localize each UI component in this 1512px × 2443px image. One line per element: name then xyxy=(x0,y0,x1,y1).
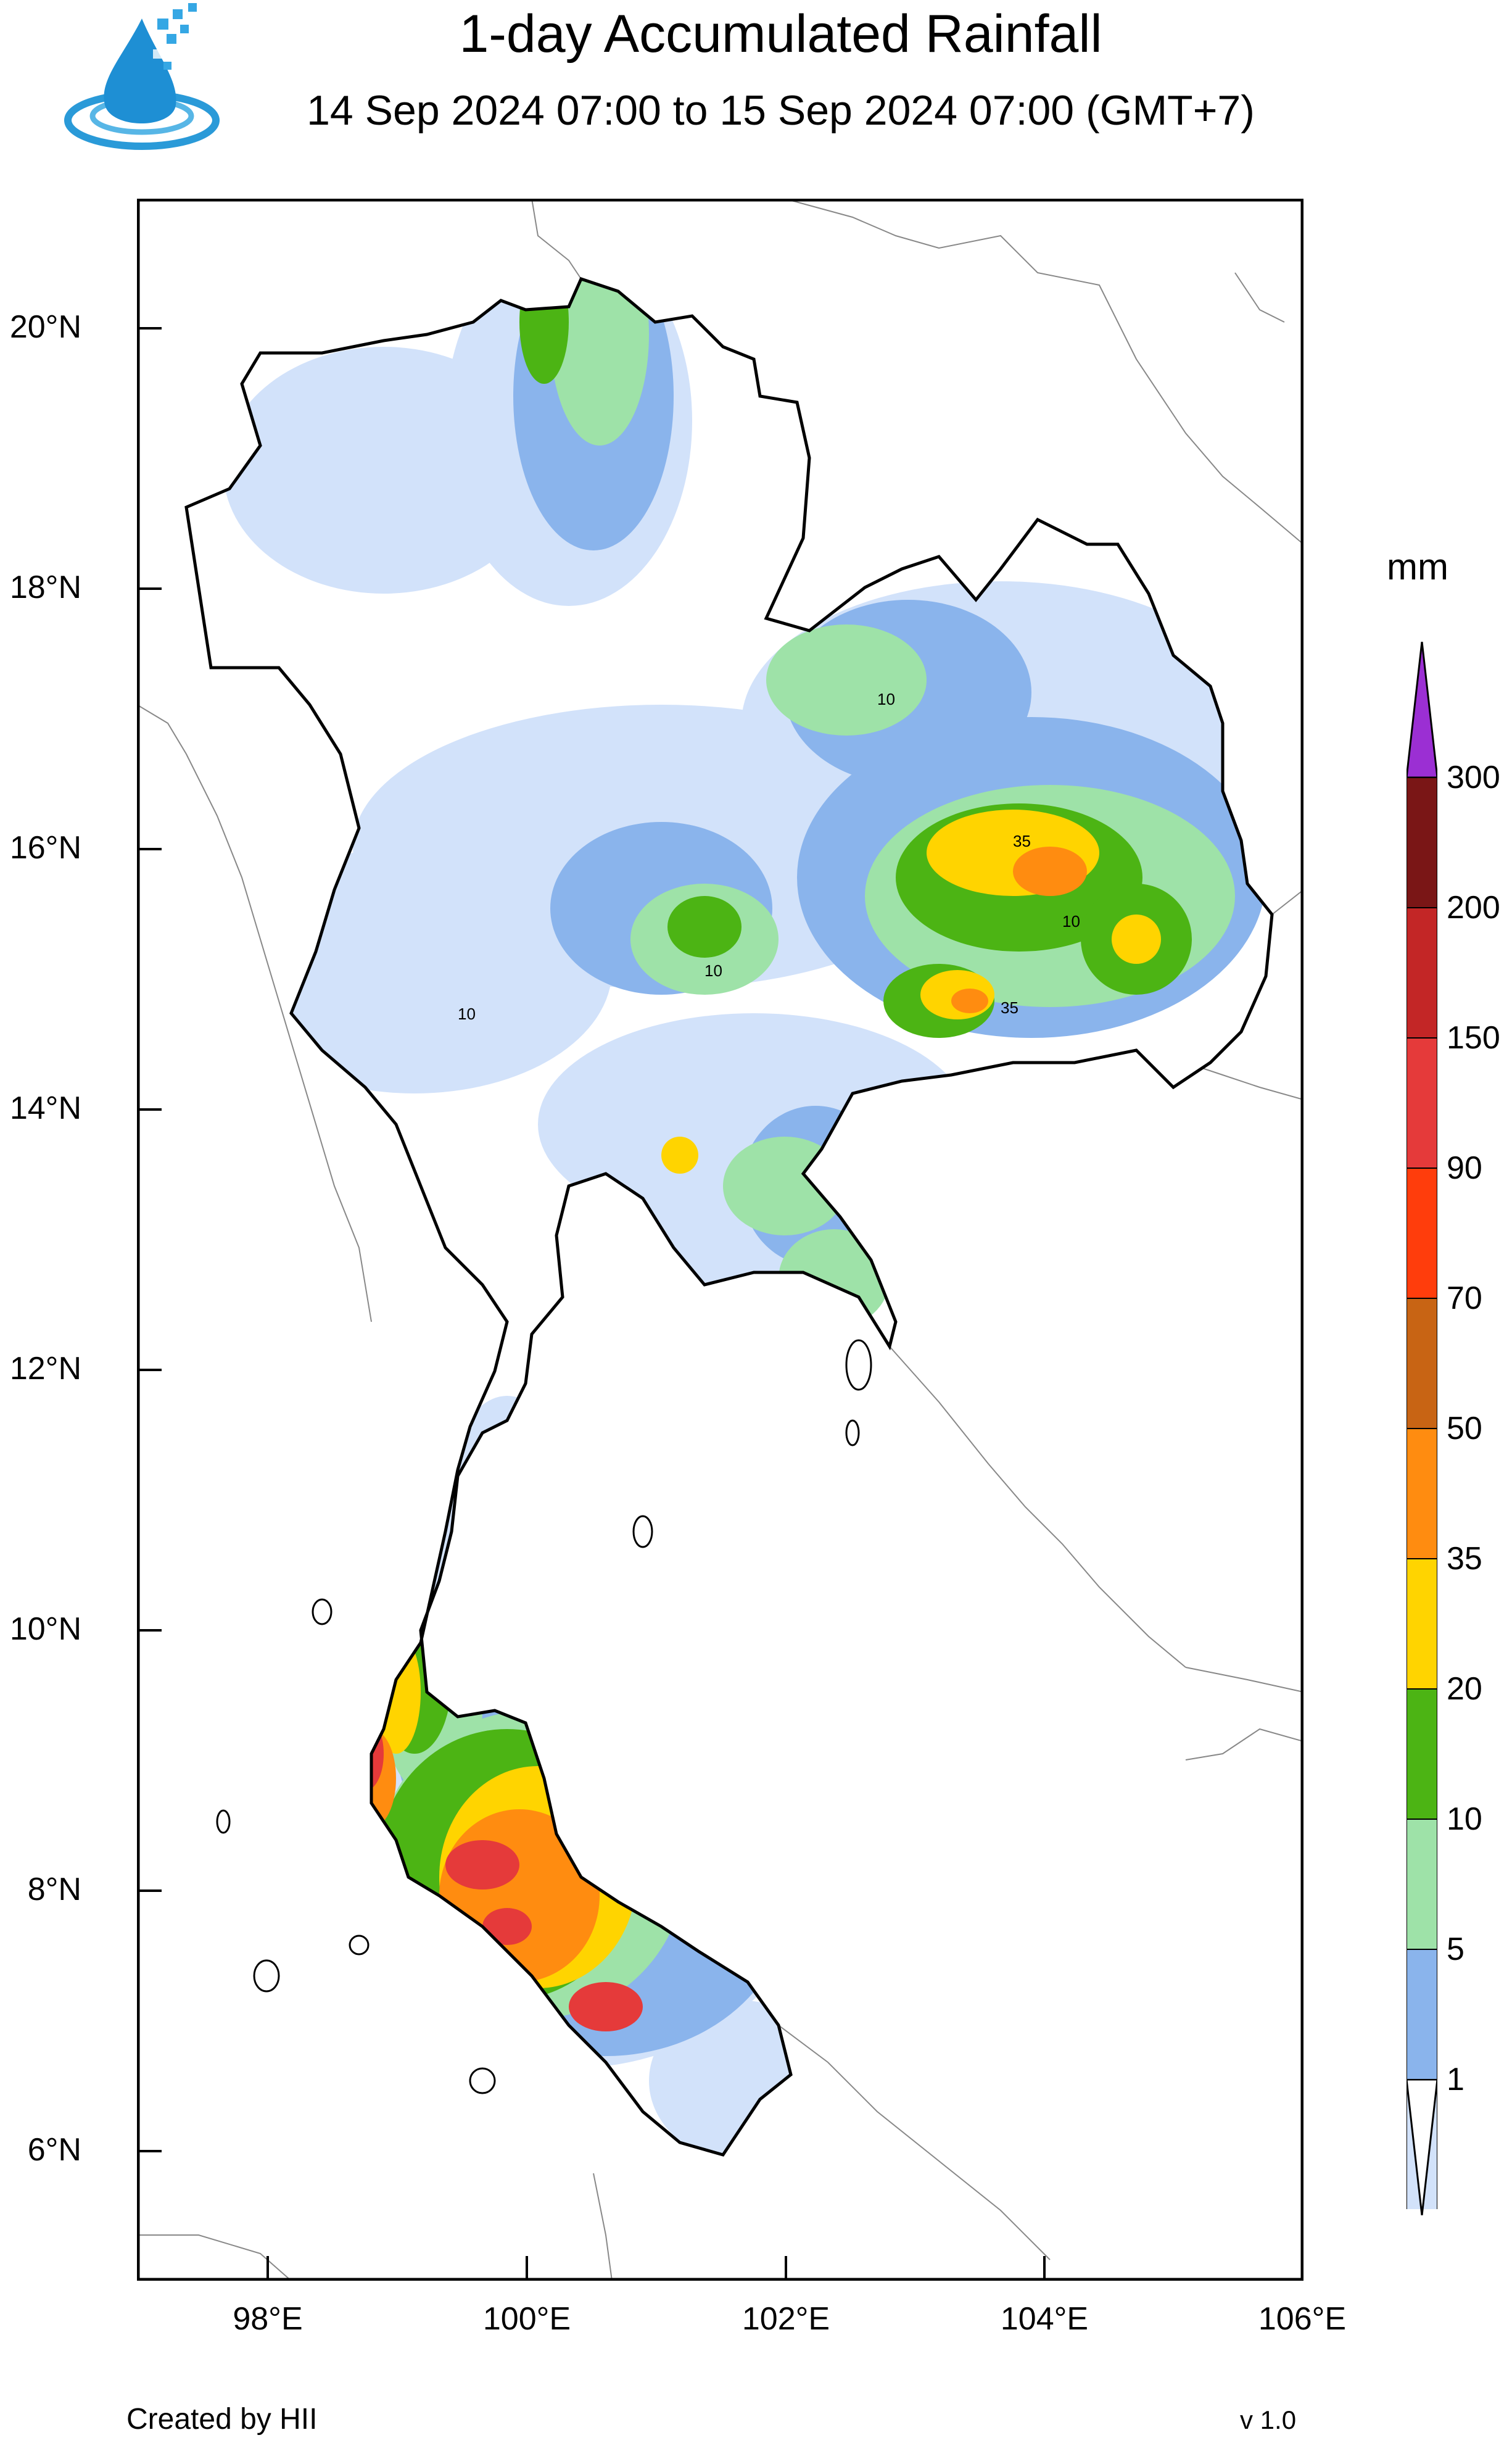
rainfall-map: 10 35 10 35 10 10 xyxy=(137,199,1303,2281)
contour-label: 35 xyxy=(1013,832,1031,850)
colorbar xyxy=(1407,642,1437,2209)
colorbar-label: 150 xyxy=(1447,1020,1500,1056)
lat-ticks xyxy=(137,327,162,2152)
contour-label: 10 xyxy=(1062,912,1080,931)
contour-label: 10 xyxy=(458,1005,476,1023)
lat-label: 18°N xyxy=(9,570,81,605)
map-border xyxy=(137,199,1303,2281)
colorbar-label: 300 xyxy=(1447,760,1500,795)
map-subtitle: 14 Sep 2024 07:00 to 15 Sep 2024 07:00 (… xyxy=(307,87,1255,134)
lat-label: 12°N xyxy=(9,1351,81,1387)
contour-label: 10 xyxy=(877,690,895,708)
lat-label: 10°N xyxy=(9,1611,81,1647)
rainfall-field xyxy=(186,279,1272,2155)
version-text: v 1.0 xyxy=(1240,2405,1297,2434)
colorbar-unit: mm xyxy=(1387,546,1448,587)
lat-label: 14°N xyxy=(9,1090,81,1126)
colorbar-label: 20 xyxy=(1447,1671,1482,1707)
colorbar-label: 5 xyxy=(1447,1931,1464,1967)
lon-label: 100°E xyxy=(482,2301,571,2337)
lat-label: 16°N xyxy=(9,830,81,866)
colorbar-label: 35 xyxy=(1447,1541,1482,1577)
lat-label: 20°N xyxy=(9,309,81,345)
lon-label: 106°E xyxy=(1258,2301,1347,2337)
islands xyxy=(216,1339,872,2094)
lat-label: 6°N xyxy=(27,2132,81,2168)
contour-label: 35 xyxy=(1001,998,1018,1017)
colorbar-label: 70 xyxy=(1447,1280,1482,1316)
lon-label: 104°E xyxy=(1000,2301,1089,2337)
lon-label: 98°E xyxy=(233,2301,303,2337)
map-title: 1-day Accumulated Rainfall xyxy=(459,4,1102,64)
lon-ticks xyxy=(266,2256,1303,2281)
lat-label: 8°N xyxy=(27,1872,81,1907)
colorbar-label: 10 xyxy=(1447,1801,1482,1837)
colorbar-label: 90 xyxy=(1447,1150,1482,1186)
colorbar-lower-triangle xyxy=(1407,2080,1437,2215)
water-drop-logo-icon xyxy=(64,3,220,150)
contour-label: 10 xyxy=(704,961,722,980)
lon-label: 102°E xyxy=(742,2301,830,2337)
colorbar-label: 1 xyxy=(1447,2062,1464,2097)
colorbar-label: 50 xyxy=(1447,1411,1482,1446)
colorbar-label: 200 xyxy=(1447,890,1500,926)
credit-text: Created by HII xyxy=(126,2403,318,2436)
